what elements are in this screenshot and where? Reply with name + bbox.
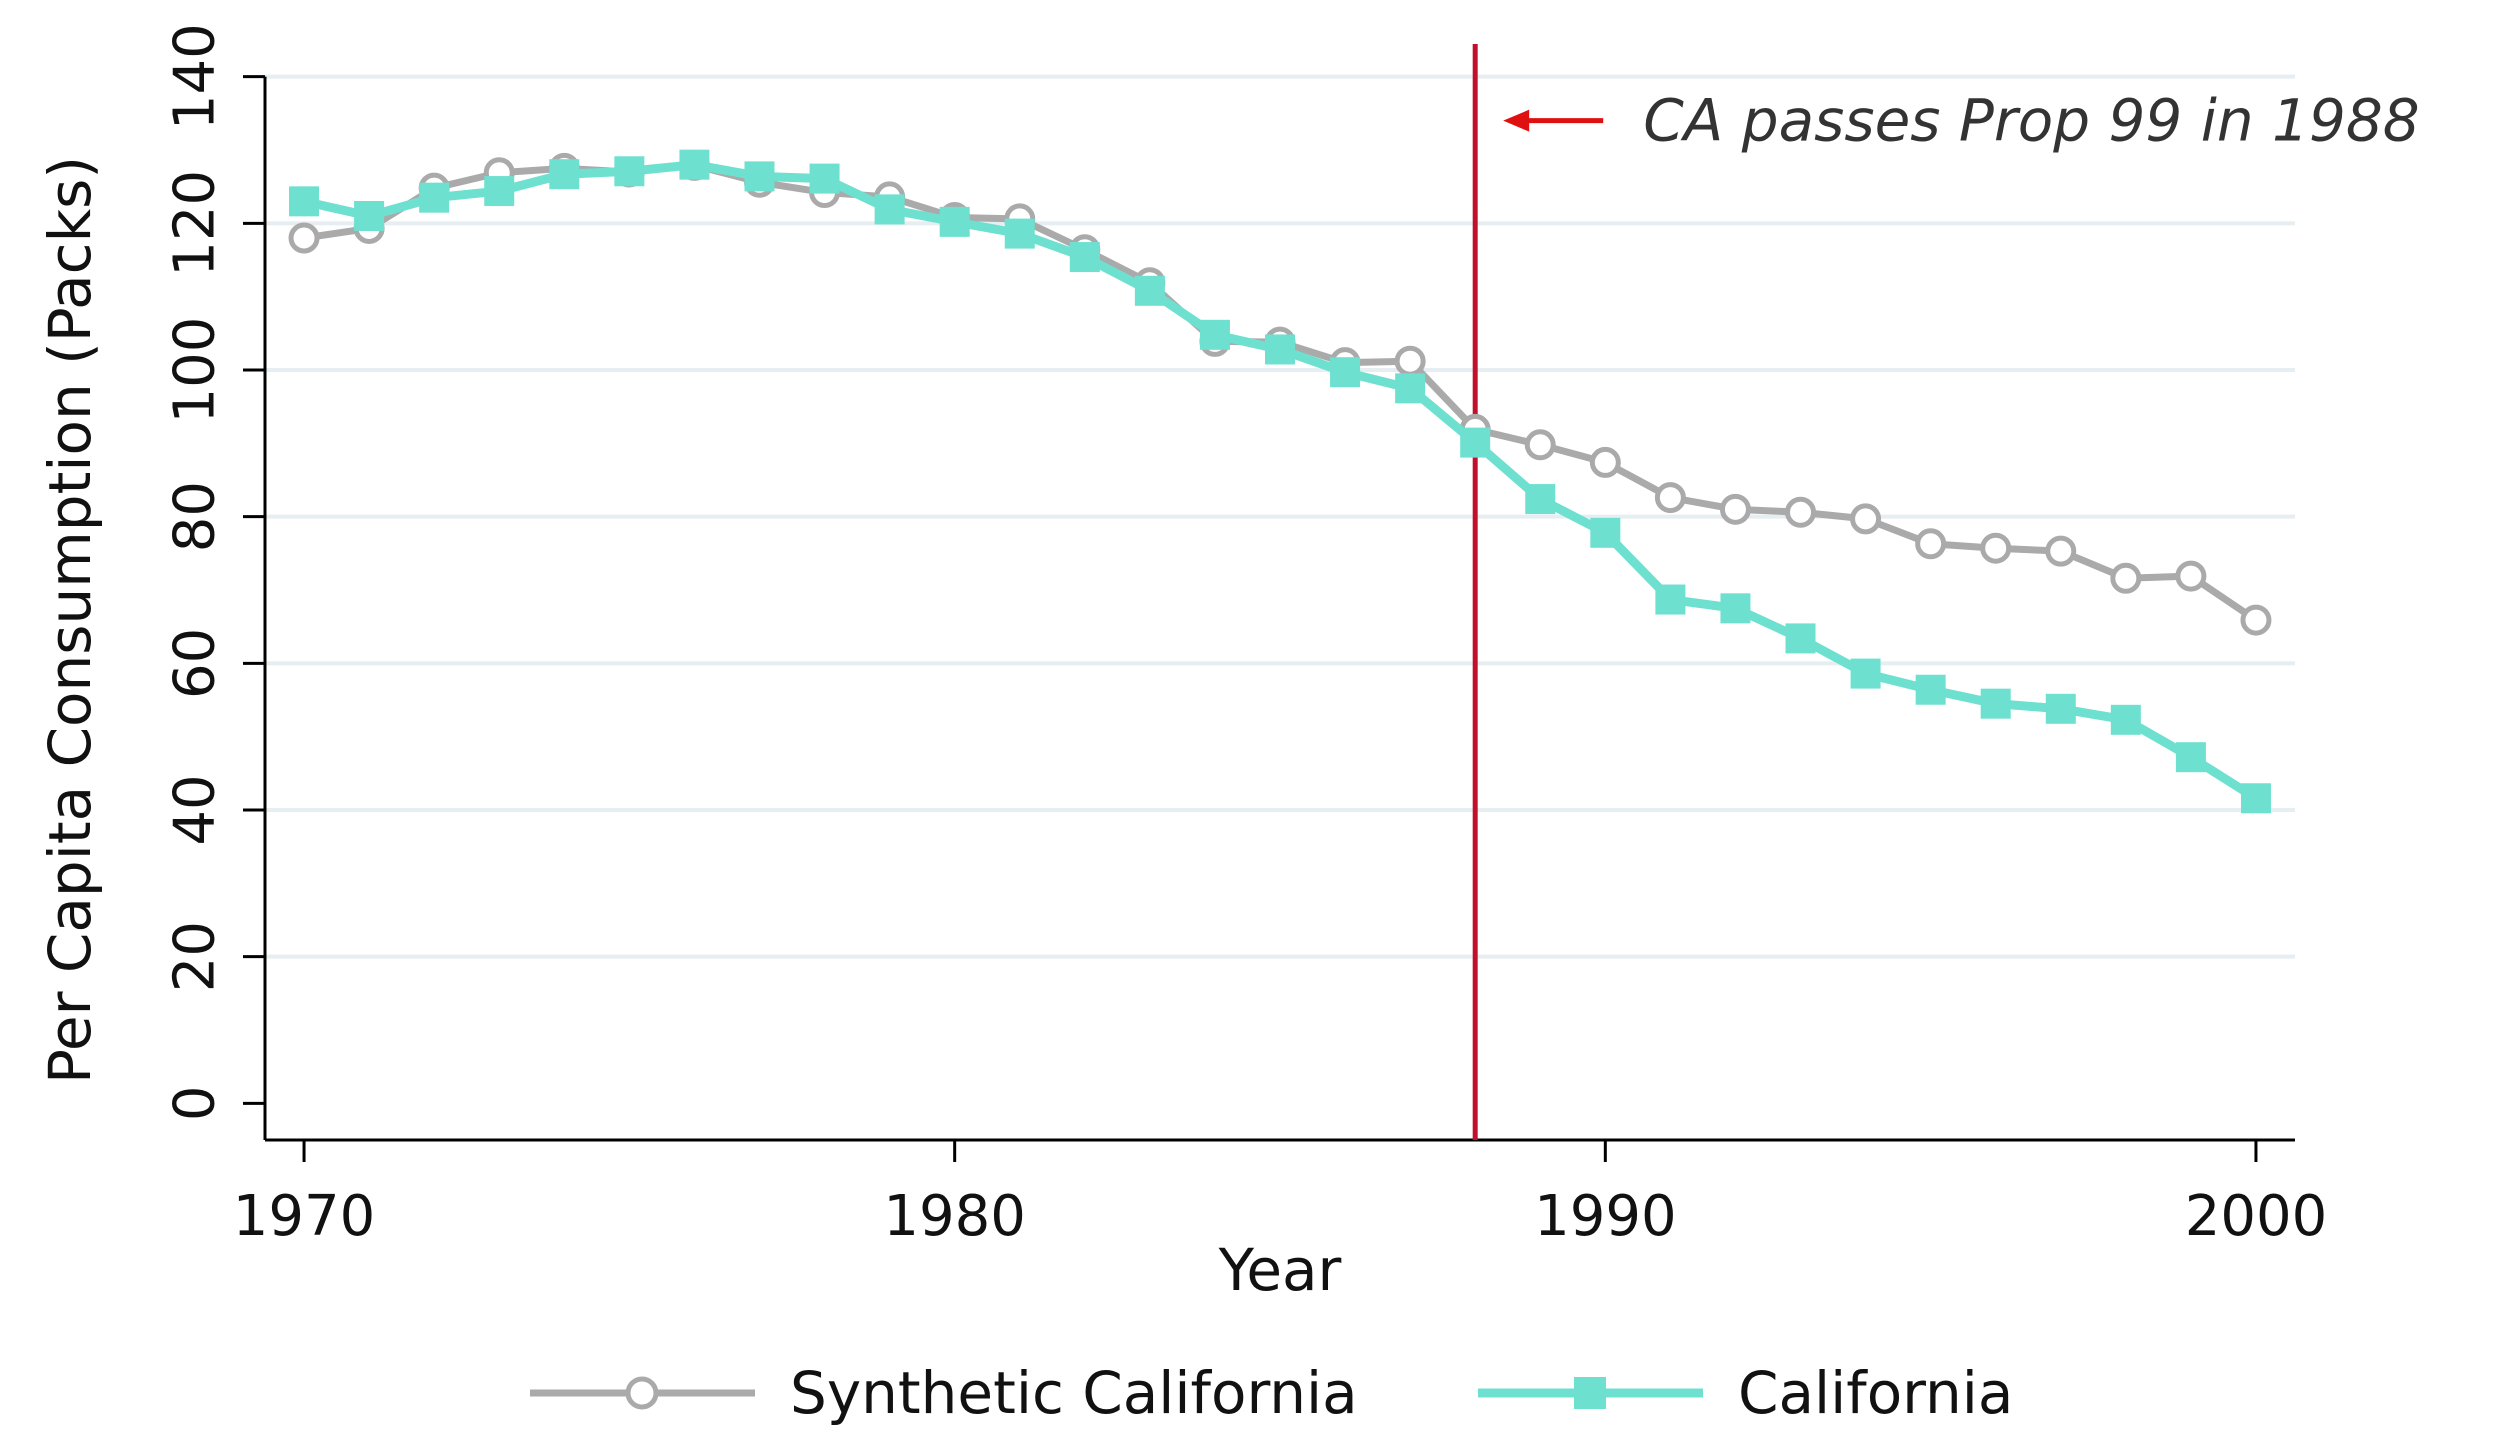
series-california bbox=[289, 149, 2271, 814]
data-point bbox=[354, 201, 385, 231]
data-point bbox=[484, 176, 515, 207]
data-point bbox=[1785, 496, 1817, 528]
data-point bbox=[1980, 532, 2012, 564]
data-point bbox=[1850, 658, 1881, 689]
data-point bbox=[1915, 528, 1947, 560]
data-point bbox=[1330, 357, 1361, 388]
data-point bbox=[1265, 334, 1295, 365]
x-tick-label: 1970 bbox=[233, 1184, 376, 1249]
data-point bbox=[939, 206, 970, 237]
data-point bbox=[874, 194, 905, 225]
data-point bbox=[1589, 446, 1621, 478]
data-point bbox=[2240, 783, 2271, 814]
legend-label: California bbox=[1738, 1359, 2013, 1427]
data-point bbox=[1395, 373, 1426, 404]
data-point bbox=[1590, 517, 1621, 548]
legend-item: California bbox=[1478, 1359, 2013, 1427]
data-point bbox=[1980, 688, 2011, 719]
data-point bbox=[614, 156, 645, 187]
data-point bbox=[289, 186, 320, 217]
y-tick-label: 40 bbox=[163, 774, 228, 845]
data-point bbox=[1460, 427, 1491, 458]
x-tick-label: 1990 bbox=[1534, 1184, 1677, 1249]
data-point bbox=[1785, 623, 1816, 654]
legend-label: Synthetic California bbox=[790, 1359, 1358, 1427]
legend-item: Synthetic California bbox=[530, 1359, 1358, 1427]
data-point bbox=[1069, 242, 1100, 273]
data-point bbox=[1199, 319, 1230, 350]
data-point bbox=[2175, 560, 2207, 592]
data-point bbox=[2045, 693, 2076, 724]
series-line bbox=[303, 161, 2258, 623]
x-tick-label: 1980 bbox=[883, 1184, 1026, 1249]
series bbox=[288, 149, 2272, 814]
y-tick-label: 80 bbox=[163, 481, 228, 552]
data-point bbox=[1719, 493, 1751, 525]
data-point bbox=[1655, 584, 1686, 615]
y-tick-label: 20 bbox=[163, 921, 228, 992]
data-point bbox=[679, 149, 710, 180]
data-point bbox=[2110, 704, 2141, 735]
x-tick-label: 2000 bbox=[2185, 1184, 2328, 1249]
data-point bbox=[1915, 674, 1946, 705]
data-point bbox=[744, 161, 775, 192]
data-point bbox=[2240, 604, 2272, 636]
data-point bbox=[2045, 535, 2077, 567]
series-line bbox=[303, 160, 2259, 803]
y-tick-label: 100 bbox=[163, 317, 228, 424]
y-tick-label: 140 bbox=[163, 23, 228, 130]
data-point bbox=[1720, 593, 1751, 624]
legend-marker bbox=[1574, 1377, 1606, 1409]
data-point bbox=[1394, 345, 1426, 377]
data-point bbox=[1525, 484, 1556, 515]
data-point bbox=[1524, 429, 1556, 461]
axes bbox=[263, 76, 2295, 1142]
data-point bbox=[549, 159, 580, 190]
legend: Synthetic California California bbox=[530, 1359, 2013, 1427]
annotation-arrowhead bbox=[1503, 109, 1530, 132]
gridlines bbox=[265, 74, 2295, 959]
x-axis-ticks: 1970 1980 1990 2000 bbox=[233, 1140, 2327, 1249]
data-point bbox=[1850, 503, 1882, 535]
intervention-marker: CA passes Prop 99 in 1988 bbox=[1472, 44, 2420, 1140]
data-point bbox=[419, 182, 450, 213]
data-point bbox=[1004, 218, 1035, 249]
data-point bbox=[2110, 562, 2142, 594]
y-tick-label: 60 bbox=[163, 628, 228, 699]
y-tick-label: 0 bbox=[163, 1086, 228, 1122]
data-point bbox=[1654, 482, 1686, 514]
legend-marker bbox=[625, 1376, 659, 1410]
x-axis-title: Year bbox=[1218, 1236, 1342, 1304]
y-axis-ticks: 0 20 40 60 80 100 120 140 bbox=[163, 23, 265, 1122]
data-point bbox=[809, 163, 840, 194]
data-point bbox=[2175, 742, 2206, 773]
y-axis-title: Per Capita Consumption (Packs) bbox=[36, 156, 104, 1084]
intervention-annotation: CA passes Prop 99 in 1988 bbox=[1643, 87, 2419, 155]
data-point bbox=[288, 222, 320, 254]
data-point bbox=[1134, 275, 1165, 306]
y-tick-label: 120 bbox=[163, 170, 228, 277]
